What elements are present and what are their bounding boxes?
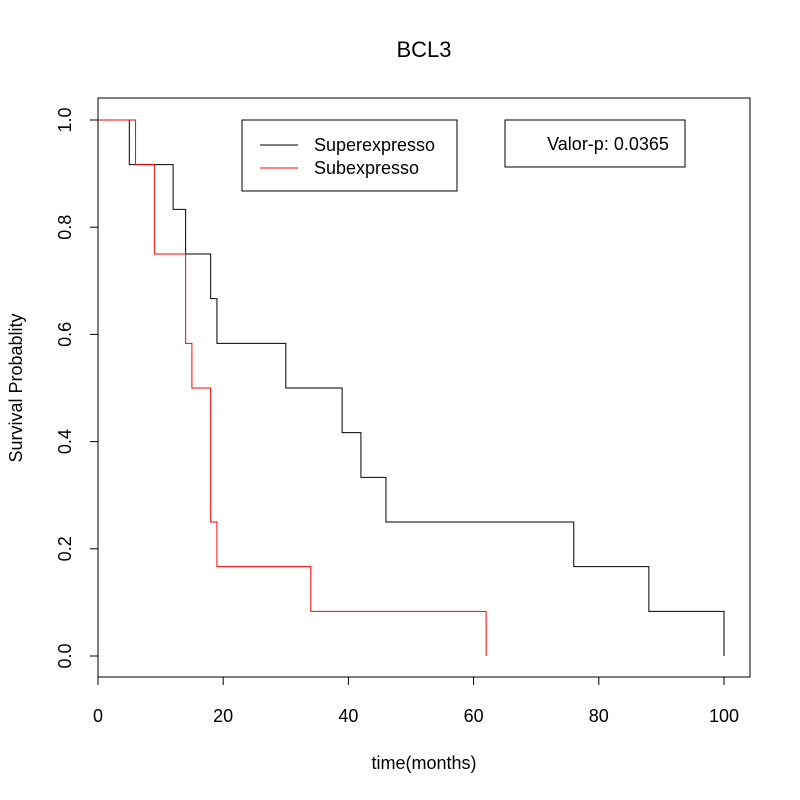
y-tick-label: 0.8 bbox=[55, 215, 75, 240]
x-tick-label: 20 bbox=[213, 706, 233, 726]
x-tick-label: 80 bbox=[589, 706, 609, 726]
legend-label-subexpresso: Subexpresso bbox=[314, 158, 419, 178]
legend-label-superexpresso: Superexpresso bbox=[314, 135, 435, 155]
y-tick-label: 0.0 bbox=[55, 643, 75, 668]
chart-title: BCL3 bbox=[396, 37, 451, 62]
y-tick-label: 0.6 bbox=[55, 322, 75, 347]
y-tick-label: 0.4 bbox=[55, 429, 75, 454]
p-value-box: Valor-p: 0.0365 bbox=[504, 119, 686, 168]
y-tick-label: 1.0 bbox=[55, 107, 75, 132]
x-tick-label: 0 bbox=[93, 706, 103, 726]
x-axis: 0 20 40 60 80 100 bbox=[93, 676, 739, 726]
x-tick-label: 40 bbox=[338, 706, 358, 726]
legend: Superexpresso Subexpresso bbox=[241, 119, 458, 192]
survival-curve-subexpresso bbox=[98, 119, 487, 656]
y-axis: 0.0 0.2 0.4 0.6 0.8 1.0 bbox=[55, 107, 99, 669]
survival-curve-superexpresso bbox=[98, 119, 725, 656]
y-axis-label: Survival Probablity bbox=[6, 313, 26, 462]
x-tick-label: 60 bbox=[464, 706, 484, 726]
y-tick-label: 0.2 bbox=[55, 536, 75, 561]
x-tick-label: 100 bbox=[709, 706, 739, 726]
x-axis-label: time(months) bbox=[371, 753, 476, 773]
p-value-frame bbox=[504, 119, 686, 168]
p-value-label: Valor-p: 0.0365 bbox=[547, 134, 669, 154]
legend-box bbox=[241, 119, 458, 192]
survival-curves bbox=[98, 119, 725, 656]
